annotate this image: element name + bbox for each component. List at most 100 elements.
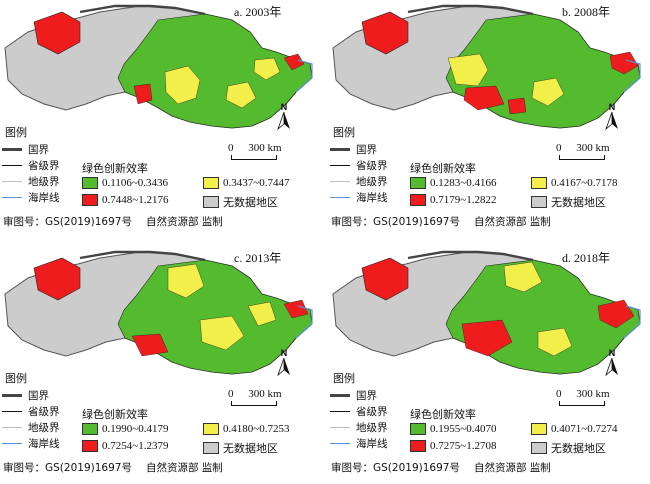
region-high: [133, 83, 153, 105]
class-label: 0.3437~0.7447: [223, 177, 290, 189]
scale-bar: 0 300 km: [556, 142, 610, 160]
legend-coastline: 海岸线: [2, 190, 60, 205]
swatch: [531, 196, 547, 208]
north-arrow-icon: N: [277, 102, 291, 132]
legend-label: 国界: [356, 144, 377, 156]
region-high: [361, 11, 409, 55]
class-label: 0.7179~1.2822: [430, 194, 497, 206]
region-mid: [167, 263, 205, 299]
class-label: 0.1283~0.4166: [430, 177, 497, 189]
legend-label: 海岸线: [356, 438, 388, 450]
panel-title: c. 2013年: [234, 251, 282, 265]
legend-title: 图例: [333, 126, 355, 139]
scale-distance: 300 km: [576, 388, 610, 400]
legend-label: 国界: [28, 144, 49, 156]
legend-coastline: 海岸线: [330, 436, 388, 451]
region-high: [33, 11, 81, 55]
map-panel-c: c. 2013年 N 图例 0 300 km 国界 省级界 地级界 海岸线 绿色…: [0, 246, 322, 484]
north-label: N: [280, 102, 288, 112]
swatch: [82, 177, 98, 189]
legend-prefecture-border: 地级界: [330, 420, 388, 435]
legend-coastline: 海岸线: [330, 190, 388, 205]
review-authority: 自然资源部 监制: [473, 462, 551, 474]
scale-bar: 0 300 km: [228, 142, 282, 160]
legend-prefecture-border: 地级界: [2, 174, 60, 189]
swatch: [410, 423, 426, 435]
class-label: 0.7275~1.2708: [430, 440, 497, 452]
legend-class-low: 0.1283~0.4166: [410, 177, 496, 189]
class-label: 无数据地区: [551, 443, 606, 455]
swatch: [531, 442, 547, 454]
map-panel-b: b. 2008年 N 图例 0 300 km 国界 省级界 地级界 海岸线 绿色…: [328, 0, 650, 238]
region-high: [283, 53, 305, 71]
scale-zero: 0: [228, 388, 234, 400]
legend-coastline: 海岸线: [2, 436, 60, 451]
swatch: [203, 196, 219, 208]
scale-distance: 300 km: [576, 142, 610, 154]
efficiency-title: 绿色创新效率: [82, 408, 148, 421]
region-high: [597, 299, 635, 329]
scale-distance: 300 km: [248, 142, 282, 154]
class-label: 0.4071~0.7274: [551, 423, 618, 435]
class-label: 0.1990~0.4179: [102, 423, 169, 435]
legend-label: 省级界: [28, 406, 60, 418]
swatch: [203, 177, 219, 189]
review-number: 审图号：GS(2019)1697号 自然资源部 监制: [3, 460, 223, 475]
legend-class-low: 0.1106~0.3436: [82, 177, 168, 189]
class-label: 无数据地区: [223, 197, 278, 209]
region-high: [283, 299, 309, 319]
class-label: 0.4167~0.7178: [551, 177, 618, 189]
efficiency-title: 绿色创新效率: [82, 162, 148, 175]
scale-zero: 0: [228, 142, 234, 154]
north-label: N: [608, 102, 616, 112]
map-a: [4, 4, 313, 129]
region-mid: [503, 261, 543, 293]
legend-class-low: 0.1955~0.4070: [410, 423, 496, 435]
legend-class-nodata: 无数据地区: [531, 194, 606, 210]
map-b: [332, 4, 641, 129]
efficiency-title: 绿色创新效率: [410, 408, 476, 421]
legend-label: 省级界: [28, 160, 60, 172]
region-mid: [537, 327, 573, 357]
legend-title: 图例: [5, 126, 27, 139]
swatch: [410, 194, 426, 206]
review-authority: 自然资源部 监制: [145, 216, 223, 228]
scale-zero: 0: [556, 388, 562, 400]
region-high: [609, 51, 639, 75]
region-mid: [253, 57, 281, 81]
region-high: [33, 257, 81, 301]
region-mid: [164, 65, 201, 105]
legend-class-mid: 0.4167~0.7178: [531, 177, 617, 189]
legend-country-border: 国界: [330, 388, 377, 403]
legend-label: 海岸线: [356, 192, 388, 204]
scale-zero: 0: [556, 142, 562, 154]
swatch: [82, 423, 98, 435]
legend-title: 图例: [5, 372, 27, 385]
legend-province-border: 省级界: [2, 404, 60, 419]
review-number: 审图号：GS(2019)1697号 自然资源部 监制: [331, 214, 551, 229]
legend-province-border: 省级界: [2, 158, 60, 173]
swatch: [203, 423, 219, 435]
scale-bar: 0 300 km: [228, 388, 282, 406]
class-label: 0.7448~1.2176: [102, 194, 169, 206]
legend-prefecture-border: 地级界: [330, 174, 388, 189]
region-high: [507, 97, 527, 115]
legend-label: 地级界: [28, 422, 60, 434]
legend-class-high: 0.7448~1.2176: [82, 194, 168, 206]
class-label: 0.1106~0.3436: [102, 177, 169, 189]
class-label: 无数据地区: [223, 443, 278, 455]
legend-label: 海岸线: [28, 438, 60, 450]
region-high: [361, 257, 409, 301]
legend-label: 海岸线: [28, 192, 60, 204]
legend-province-border: 省级界: [330, 158, 388, 173]
map-c: [4, 250, 313, 375]
north-label: N: [608, 348, 616, 358]
legend-label: 地级界: [356, 176, 388, 188]
legend-class-mid: 0.3437~0.7447: [203, 177, 289, 189]
legend-country-border: 国界: [330, 142, 377, 157]
review-number: 审图号：GS(2019)1697号 自然资源部 监制: [331, 460, 551, 475]
north-arrow-icon: N: [605, 348, 619, 378]
region-high: [463, 85, 505, 111]
review-number-text: 审图号：GS(2019)1697号: [3, 462, 132, 474]
legend-class-high: 0.7275~1.2708: [410, 440, 496, 452]
